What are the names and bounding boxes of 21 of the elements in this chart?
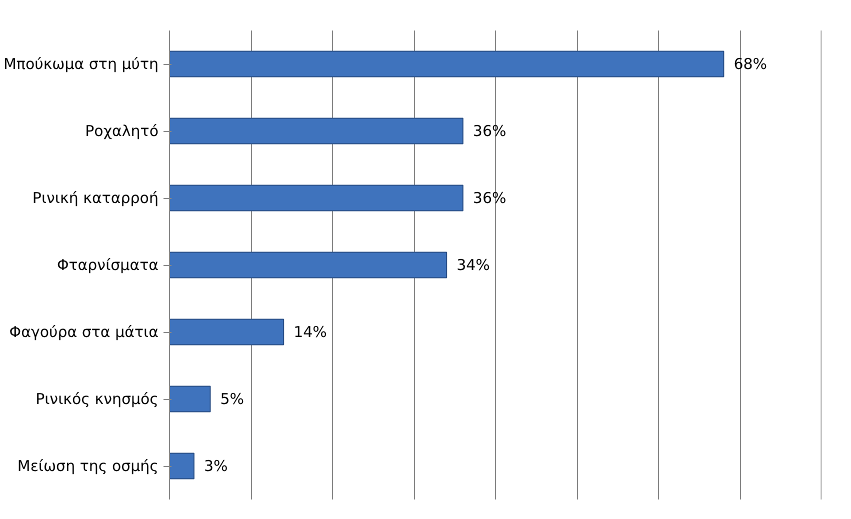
bar — [170, 452, 194, 480]
bar — [170, 386, 211, 412]
y-tick-label: Ροχαλητό — [85, 122, 159, 140]
y-tick-label: Ρινική καταρροή — [32, 189, 159, 207]
y-tick-label: Φαγούρα στα μάτια — [9, 323, 159, 341]
y-tick-label: Ρινικός κνησμός — [36, 390, 159, 408]
data-label: 5% — [220, 390, 244, 408]
data-label: 14% — [294, 323, 327, 341]
data-label: 3% — [204, 457, 228, 475]
y-tick-label: Μπούκωμα στη μύτη — [4, 55, 159, 73]
y-tick-label: Μείωση της οσμής — [17, 457, 159, 475]
data-label: 34% — [456, 256, 490, 274]
y-tick-label: Φταρνίσματα — [56, 256, 159, 274]
data-label: 36% — [472, 189, 506, 207]
bar — [170, 184, 464, 212]
data-label: 36% — [472, 122, 506, 140]
bar — [170, 118, 464, 144]
bar — [170, 50, 724, 78]
data-label: 68% — [734, 55, 768, 73]
bar — [170, 318, 284, 346]
bar — [170, 252, 448, 278]
